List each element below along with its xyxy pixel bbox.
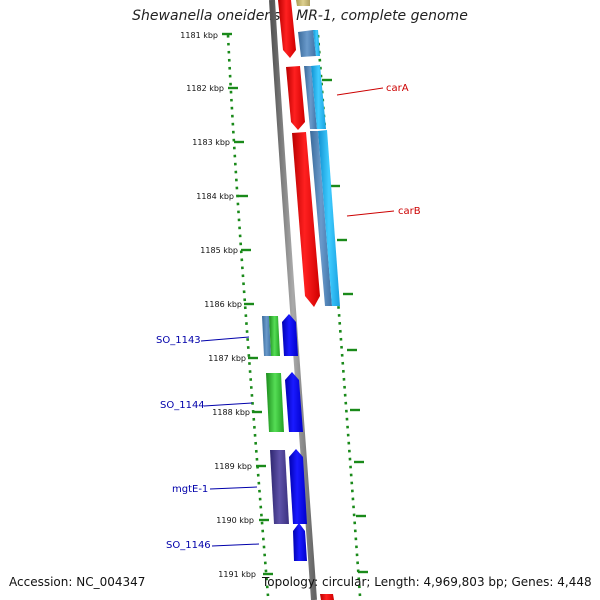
tick-label: 1188 kbp (212, 408, 250, 417)
gene-label-carB: carB (398, 206, 421, 217)
tick-label: 1189 kbp (214, 462, 252, 471)
leader-line-carB (346, 210, 395, 217)
tick-label: 1181 kbp (180, 31, 218, 40)
leader-line-SO_1144 (203, 402, 253, 407)
tick-label: 1182 kbp (186, 84, 224, 93)
tick-label: 1186 kbp (204, 300, 242, 309)
tick-label: 1185 kbp (200, 246, 238, 255)
gene-arrow-carB (292, 132, 320, 307)
gene-arrow-forward (278, 0, 296, 58)
cog-steel-block (304, 66, 317, 129)
cog-olive-block (296, 0, 310, 6)
gene-arrow-SO_1143 (282, 314, 298, 356)
gene-arrow-forward (320, 594, 334, 600)
leader-line-carA (336, 87, 384, 96)
gene-label-SO_1144: SO_1144 (160, 400, 205, 411)
cog-steel-block (298, 30, 316, 57)
leader-line-SO_1143 (200, 336, 250, 342)
cog-green-block (266, 373, 284, 432)
tick-label: 1191 kbp (218, 570, 256, 579)
gene-arrow-carA (286, 66, 305, 130)
genome-backbone (269, 0, 317, 600)
right-ruler-ticks (322, 78, 368, 574)
label-leaders (200, 87, 395, 547)
cog-light-blue-block (313, 30, 320, 56)
cog-purple-block (270, 450, 289, 524)
ruler-ticks (222, 32, 273, 576)
left-ruler-dots (226, 34, 270, 597)
leader-line-SO_1146 (211, 543, 260, 547)
gene-label-SO_1146: SO_1146 (166, 540, 211, 551)
gene-label-carA: carA (386, 83, 409, 94)
gene-arrow-SO_1146 (293, 523, 307, 561)
cog-light-blue-block (318, 130, 340, 306)
leader-line-mgtE-1 (209, 486, 258, 490)
gene-arrow-SO_1144 (285, 372, 303, 432)
tick-label: 1187 kbp (208, 354, 246, 363)
gene-arrow-mgtE-1 (289, 449, 307, 524)
summary-text: Topology: circular; Length: 4,969,803 bp… (262, 575, 592, 589)
cog-light-blue-block (311, 65, 326, 129)
cog-green-block (269, 316, 280, 356)
tick-label: 1184 kbp (196, 192, 234, 201)
tick-label: 1190 kbp (216, 516, 254, 525)
accession-text: Accession: NC_004347 (9, 575, 146, 589)
gene-label-mgtE-1: mgtE-1 (172, 484, 208, 495)
tick-label: 1183 kbp (192, 138, 230, 147)
map-title: Shewanella oneidensis MR-1, complete gen… (132, 8, 468, 24)
right-ruler-dots (316, 34, 362, 597)
gene-label-SO_1143: SO_1143 (156, 335, 201, 346)
cog-steel-block (310, 131, 332, 306)
gene-labels: carA carB SO_1143 SO_1144 mgtE-1 SO_1146 (156, 83, 421, 551)
cog-steel-block (262, 316, 271, 356)
tick-labels: 1181 kbp 1182 kbp 1183 kbp 1184 kbp 1185… (180, 31, 256, 579)
